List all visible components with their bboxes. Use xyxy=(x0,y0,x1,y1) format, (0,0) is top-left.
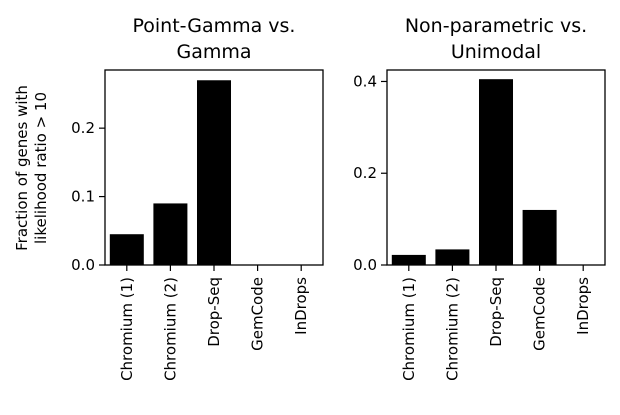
y-tick-label: 0.0 xyxy=(353,256,377,274)
y-ticks: 0.0 0.2 0.4 xyxy=(353,72,387,274)
y-ticks: 0.0 0.1 0.2 xyxy=(71,119,105,274)
y-tick-label: 0.0 xyxy=(71,256,95,274)
bar xyxy=(109,234,144,265)
x-ticks: Chromium (1) Chromium (2) Drop-Seq GemCode I… xyxy=(118,265,310,381)
chart-title-line2: Unimodal xyxy=(451,41,541,63)
x-tick-label: Chromium (1) xyxy=(118,277,136,381)
x-tick-label: Chromium (2) xyxy=(161,277,179,381)
chart-title-line1: Point-Gamma vs. xyxy=(133,15,296,37)
y-tick-label: 0.4 xyxy=(353,72,377,90)
bar xyxy=(522,209,557,265)
bar xyxy=(435,249,470,265)
chart-panel-point-gamma: Point-Gamma vs. Gamma 0.0 0.1 0.2 Chromium… xyxy=(71,15,324,381)
x-tick-label: Drop-Seq xyxy=(487,277,505,347)
x-tick-label: GemCode xyxy=(249,277,267,351)
x-tick-label: Chromium (2) xyxy=(443,277,461,381)
y-tick-label: 0.2 xyxy=(71,119,95,137)
x-tick-label: GemCode xyxy=(531,277,549,351)
x-tick-label: InDrops xyxy=(574,277,592,335)
y-tick-label: 0.1 xyxy=(71,188,95,206)
bar-marks xyxy=(109,80,232,266)
bar xyxy=(391,254,426,265)
bar xyxy=(153,203,188,265)
y-tick-label: 0.2 xyxy=(353,164,377,182)
x-tick-label: Drop-Seq xyxy=(205,277,223,347)
y-axis-label-line2: likelihood ratio > 10 xyxy=(32,92,50,244)
bar xyxy=(478,79,514,265)
x-tick-label: Chromium (1) xyxy=(400,277,418,381)
bar xyxy=(196,80,232,266)
x-tick-label: InDrops xyxy=(292,277,310,335)
y-axis-label: Fraction of genes with likelihood ratio … xyxy=(13,85,50,251)
chart-title-line1: Non-parametric vs. xyxy=(405,15,587,37)
x-ticks: Chromium (1) Chromium (2) Drop-Seq GemCode I… xyxy=(400,265,592,381)
chart-panel-non-parametric: Non-parametric vs. Unimodal 0.0 0.2 0.4 Ch… xyxy=(353,15,606,381)
bar-marks xyxy=(391,79,557,265)
chart-title-line2: Gamma xyxy=(176,41,251,63)
y-axis-label-line1: Fraction of genes with xyxy=(13,85,31,251)
